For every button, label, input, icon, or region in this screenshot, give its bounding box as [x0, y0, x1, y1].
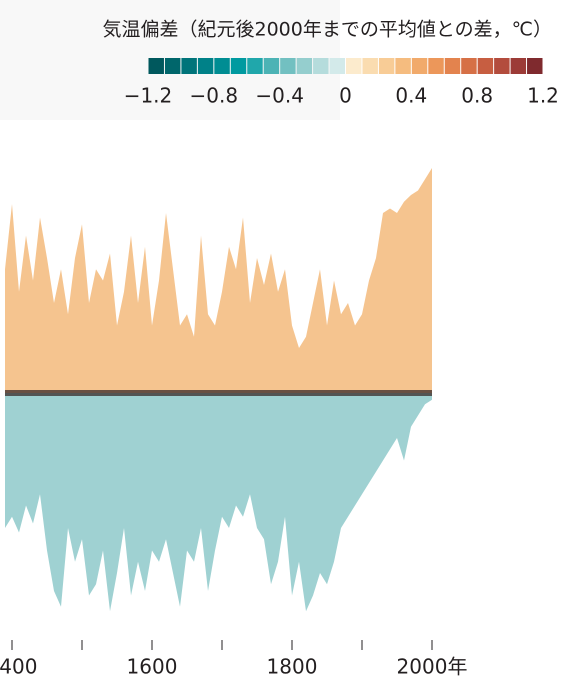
area [5, 393, 432, 612]
colorbar-tick-label: −1.2 [124, 84, 173, 108]
colorbar-swatch [197, 58, 214, 74]
colorbar-swatch [214, 58, 230, 74]
colorbar-swatch [477, 58, 494, 74]
colorbar-swatch [411, 58, 428, 74]
colorbar-swatch [280, 58, 296, 74]
colorbar-tick-label: 1.2 [527, 84, 559, 108]
colorbar-swatch [247, 58, 263, 74]
colorbar-swatch [444, 58, 461, 74]
colorbar-swatch [428, 58, 444, 74]
baseline-band [5, 390, 432, 396]
colorbar-swatch [494, 58, 510, 74]
colorbar-swatch [230, 58, 247, 74]
colorbar-swatch [164, 58, 181, 74]
colorbar-swatch [346, 58, 362, 74]
colorbar-swatch [395, 58, 411, 74]
colorbar-swatch [313, 58, 329, 74]
colorbar-swatch [296, 58, 313, 74]
x-tick-label: 1600 [127, 655, 178, 679]
colorbar-swatch [329, 58, 345, 74]
colorbar-swatch [378, 58, 395, 74]
chart-title: 気温偏差（紀元後2000年までの平均値との差，℃） [102, 19, 552, 41]
colorbar-swatch [510, 58, 527, 74]
colorbar-swatch [362, 58, 378, 74]
colorbar-swatch [461, 58, 477, 74]
x-tick-label: 1800 [267, 655, 318, 679]
colorbar-swatch [527, 58, 543, 74]
colorbar-swatch [263, 58, 280, 74]
colorbar-tick-label: 0.8 [461, 84, 493, 108]
colorbar-tick-label: −0.8 [190, 84, 239, 108]
colorbar-swatch [181, 58, 197, 74]
area [5, 168, 432, 393]
colorbar-swatch [148, 58, 164, 74]
x-tick-label: 2000年 [397, 655, 468, 679]
colorbar-tick-label: −0.4 [255, 84, 304, 108]
colorbar-tick-label: 0.4 [395, 84, 427, 108]
colorbar-tick-label: 0 [339, 84, 352, 108]
x-tick-label: 1400 [0, 655, 37, 679]
